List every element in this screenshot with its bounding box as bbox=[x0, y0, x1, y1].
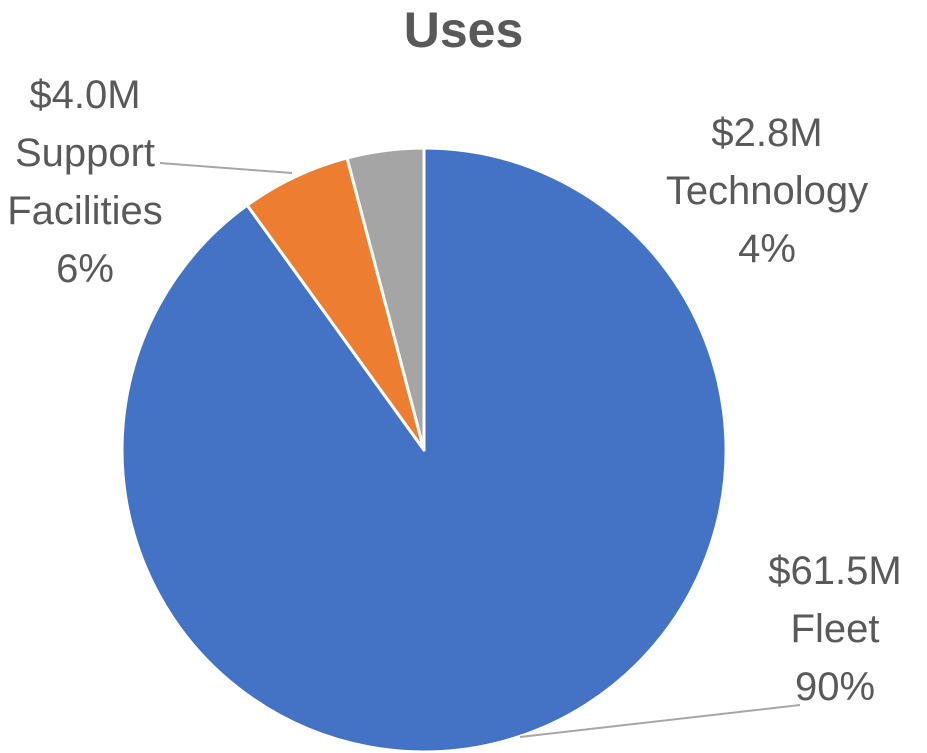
chart-title: Uses bbox=[403, 2, 524, 58]
percent-label: 4% bbox=[738, 227, 796, 271]
value-label: $61.5M bbox=[768, 549, 902, 593]
category-label: Fleet bbox=[790, 607, 880, 651]
value-label: $4.0M bbox=[29, 73, 141, 117]
leader-line bbox=[519, 704, 801, 738]
value-label: $2.8M bbox=[711, 111, 823, 155]
category-label: Support Facilities bbox=[7, 131, 163, 233]
data-label: $2.8M Technology 4% bbox=[637, 104, 897, 278]
leader-line bbox=[159, 162, 293, 174]
data-label: $4.0M Support Facilities 6% bbox=[0, 66, 170, 298]
percent-label: 6% bbox=[56, 247, 114, 291]
percent-label: 90% bbox=[794, 665, 876, 709]
data-label: $61.5M Fleet 90% bbox=[735, 542, 927, 716]
category-label: Technology bbox=[665, 169, 869, 213]
pie-slice bbox=[345, 146, 426, 452]
